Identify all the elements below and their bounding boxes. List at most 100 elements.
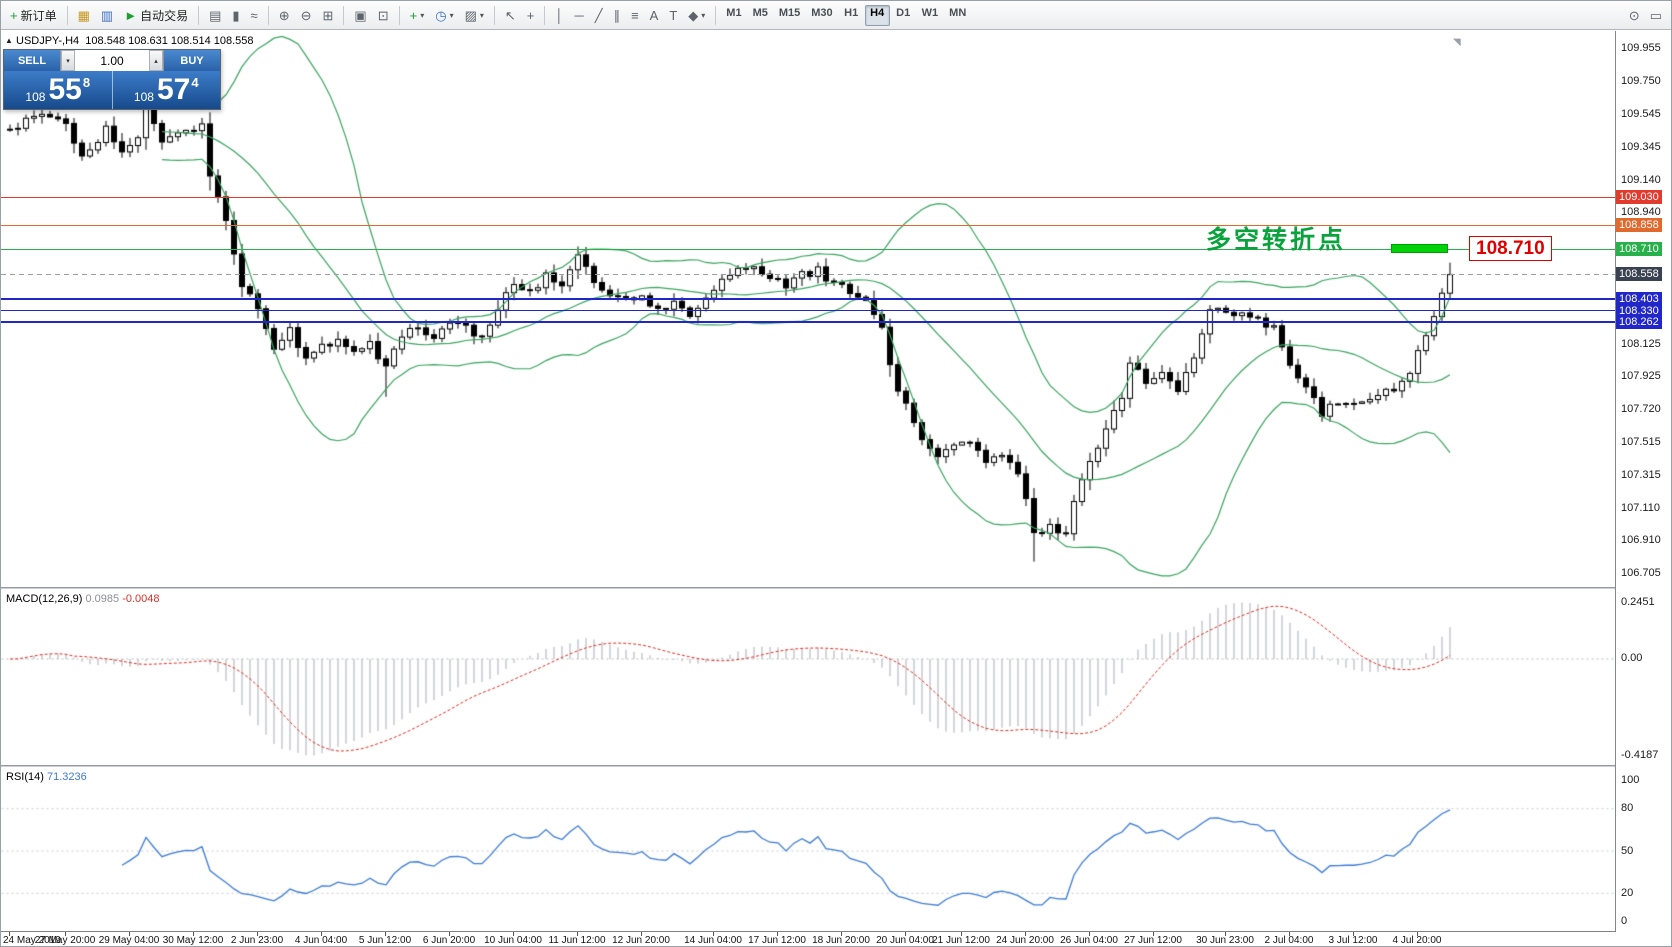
toolbar-separator bbox=[343, 5, 345, 25]
one-click-trading-panel: SELL ▾ ▴ BUY 108 55 8 108 57 4 bbox=[3, 49, 221, 110]
autotrading-button[interactable]: ► 自动交易 bbox=[119, 4, 193, 27]
time-tick bbox=[905, 932, 906, 936]
trendline-button[interactable]: ╱ bbox=[590, 4, 608, 27]
time-axis-label: 4 Jun 04:00 bbox=[294, 935, 348, 946]
buy-price[interactable]: 108 57 4 bbox=[113, 71, 221, 109]
channel-button[interactable]: ∥ bbox=[609, 4, 626, 27]
line-chart-button[interactable]: ≈ bbox=[246, 4, 263, 27]
rsi-value: 71.3236 bbox=[46, 771, 87, 783]
price-tag-109.030[interactable]: 109.030 bbox=[1616, 190, 1662, 205]
candlestick-chart-button[interactable]: ▮ bbox=[227, 4, 244, 27]
time-axis-label: 2 Jun 23:00 bbox=[230, 935, 284, 946]
toolbar-separator bbox=[198, 5, 200, 25]
price-axis-label: 109.545 bbox=[1621, 108, 1661, 121]
timeframe-mn[interactable]: MN bbox=[949, 6, 967, 19]
label-button[interactable]: T bbox=[664, 4, 682, 27]
price-tag-108.330[interactable]: 108.330 bbox=[1616, 303, 1662, 318]
timeframe-m1[interactable]: M1 bbox=[726, 6, 742, 19]
text-button[interactable]: A bbox=[645, 4, 664, 27]
zoom-in-button[interactable]: ⊕ bbox=[274, 4, 295, 27]
time-axis[interactable]: 24 May 2019 27 May 20:00 29 May 04:00 30 Ma… bbox=[1, 931, 1671, 946]
zoom-in-icon: ⊕ bbox=[278, 7, 290, 23]
time-axis-label: 21 Jun 12:00 bbox=[932, 935, 990, 946]
timeframe-m30[interactable]: M30 bbox=[811, 6, 833, 19]
macd-canvas[interactable] bbox=[1, 590, 1615, 765]
tile-windows-button[interactable]: ▣ bbox=[349, 4, 371, 27]
scroll-marker-icon[interactable]: ◥ bbox=[1453, 37, 1461, 48]
time-tick bbox=[1153, 932, 1154, 936]
text-icon: A bbox=[649, 7, 659, 23]
price-tag-108.710[interactable]: 108.710 bbox=[1616, 242, 1662, 257]
volume-stepper: ▾ ▴ bbox=[60, 50, 164, 71]
timeframe-m5[interactable]: M5 bbox=[752, 6, 768, 19]
buy-price-base: 108 bbox=[133, 90, 154, 104]
tile-windows-icon: ▣ bbox=[354, 7, 367, 23]
period-icon: ◷ bbox=[435, 7, 447, 23]
zoom-out-button[interactable]: ⊖ bbox=[296, 4, 317, 27]
cursor-button[interactable]: ↖ bbox=[500, 4, 521, 27]
cascade-windows-icon: ⊡ bbox=[377, 7, 389, 23]
buy-button[interactable]: BUY bbox=[164, 50, 220, 71]
crosshair-icon: + bbox=[526, 7, 535, 23]
template-button[interactable]: ▨ ▾ bbox=[460, 4, 489, 27]
data-window-icon: ▥ bbox=[100, 7, 114, 23]
timeframe-d1[interactable]: D1 bbox=[896, 6, 911, 19]
timeframe-h1[interactable]: H1 bbox=[844, 6, 859, 19]
price-axis[interactable]: 0.2451 0.00 -0.4187 100 80 50 20 0 109.955 109.75… bbox=[1616, 31, 1671, 946]
highlight-bar[interactable] bbox=[1391, 244, 1448, 254]
rsi-canvas[interactable] bbox=[1, 768, 1615, 931]
trendline-icon: ╱ bbox=[594, 7, 603, 23]
timeframe-w1[interactable]: W1 bbox=[921, 6, 939, 19]
data-window-button[interactable]: ▥ bbox=[96, 4, 118, 27]
grid-button[interactable]: ⊞ bbox=[318, 4, 339, 27]
volume-increase-button[interactable]: ▴ bbox=[149, 50, 163, 71]
cursor-icon: ↖ bbox=[504, 7, 516, 23]
time-axis-label: 3 Jul 12:00 bbox=[1328, 935, 1378, 946]
time-axis-label: 26 Jun 04:00 bbox=[1060, 935, 1118, 946]
time-tick bbox=[777, 932, 778, 936]
main-chart-canvas[interactable] bbox=[1, 31, 1615, 587]
pane-splitter[interactable] bbox=[1, 765, 1671, 767]
sell-price[interactable]: 108 55 8 bbox=[4, 71, 113, 109]
time-tick bbox=[1225, 932, 1226, 936]
search-button[interactable]: ⊙ bbox=[1624, 4, 1645, 27]
fibonacci-button[interactable]: ≡ bbox=[626, 4, 644, 27]
volume-decrease-button[interactable]: ▾ bbox=[61, 50, 75, 71]
price-axis-label: 108.940 bbox=[1621, 206, 1661, 219]
price-tag-108.262[interactable]: 108.262 bbox=[1616, 314, 1662, 329]
cascade-windows-button[interactable]: ⊡ bbox=[373, 4, 394, 27]
bar-chart-button[interactable]: ▤ bbox=[204, 4, 226, 27]
grid-icon: ⊞ bbox=[322, 7, 334, 23]
price-callout[interactable]: 108.710 bbox=[1469, 236, 1552, 262]
turning-point-annotation[interactable]: 多空转折点 bbox=[1206, 226, 1347, 255]
sell-button[interactable]: SELL bbox=[4, 50, 60, 71]
time-tick bbox=[385, 932, 386, 936]
autotrading-button-label: 自动交易 bbox=[140, 8, 189, 23]
new-order-button[interactable]: + 新订单 bbox=[5, 4, 62, 27]
time-tick bbox=[321, 932, 322, 936]
window-list-button[interactable]: ▭ bbox=[1645, 4, 1667, 27]
price-axis-label: 109.955 bbox=[1621, 41, 1661, 54]
shapes-button[interactable]: ◆ ▾ bbox=[683, 4, 710, 27]
pane-splitter[interactable] bbox=[1, 587, 1671, 589]
rsi-axis-label: 80 bbox=[1621, 802, 1634, 815]
timeframe-m15[interactable]: M15 bbox=[778, 6, 801, 19]
volume-input[interactable] bbox=[75, 50, 149, 71]
price-tag-108.858[interactable]: 108.858 bbox=[1616, 218, 1662, 233]
new-order-icon: + bbox=[10, 7, 18, 23]
market-watch-button[interactable]: ▦ bbox=[73, 4, 95, 27]
timeframe-h4[interactable]: H4 bbox=[864, 4, 890, 26]
price-tag-108.558[interactable]: 108.558 bbox=[1616, 266, 1662, 281]
vertical-line-button[interactable]: │ bbox=[550, 4, 568, 27]
indicators-button[interactable]: + ▾ bbox=[405, 4, 430, 27]
time-axis-label: 4 Jul 20:00 bbox=[1392, 935, 1442, 946]
price-tag-108.403[interactable]: 108.403 bbox=[1616, 291, 1662, 306]
search-icon: ⊙ bbox=[1628, 7, 1640, 23]
toolbar-separator bbox=[66, 5, 68, 25]
horizontal-line-button[interactable]: ─ bbox=[570, 4, 589, 27]
period-button[interactable]: ◷ ▾ bbox=[430, 4, 458, 27]
crosshair-button[interactable]: + bbox=[522, 4, 540, 27]
time-tick bbox=[1289, 932, 1290, 936]
macd-axis-label: 0.2451 bbox=[1621, 596, 1655, 608]
